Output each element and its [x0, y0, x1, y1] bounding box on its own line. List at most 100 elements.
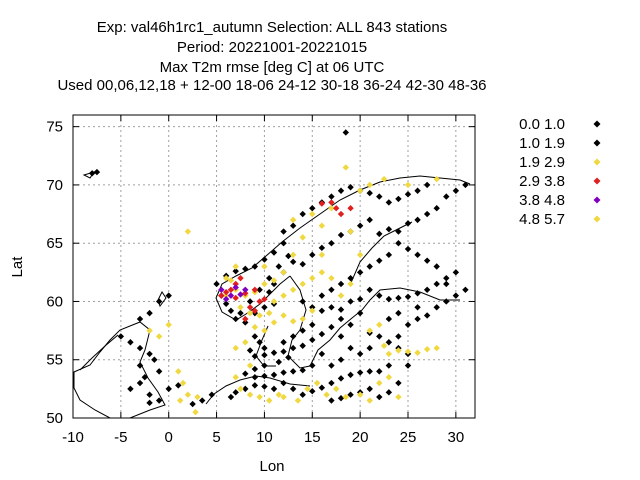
- legend-marker: [593, 120, 601, 128]
- station-point: [347, 391, 354, 398]
- station-point: [366, 286, 373, 294]
- station-point: [347, 228, 354, 235]
- station-point: [299, 210, 306, 218]
- station-point: [299, 367, 306, 374]
- station-point: [395, 333, 402, 340]
- station-point: [385, 339, 393, 346]
- station-point: [328, 239, 335, 247]
- station-point: [337, 356, 345, 363]
- y-tick-label: 55: [46, 352, 63, 369]
- station-point: [251, 365, 259, 373]
- station-point: [146, 350, 153, 358]
- station-point: [342, 164, 349, 171]
- station-point: [318, 350, 326, 358]
- x-tick-label: 10: [256, 429, 273, 446]
- station-point: [356, 222, 364, 229]
- x-tick-label: 5: [212, 429, 220, 446]
- station-point: [261, 344, 268, 352]
- station-point: [380, 342, 388, 349]
- station-point: [289, 318, 297, 325]
- station-point: [366, 189, 373, 197]
- station-point: [251, 263, 259, 270]
- legend-label: 0.0 1.0: [519, 116, 565, 133]
- station-point: [356, 369, 364, 376]
- station-point: [280, 269, 287, 276]
- station-point: [189, 400, 196, 408]
- station-point: [376, 393, 383, 401]
- station-point: [251, 307, 259, 314]
- station-point: [395, 239, 402, 247]
- station-point: [222, 274, 230, 282]
- x-tick-label: 20: [352, 429, 369, 446]
- station-point: [289, 251, 297, 259]
- station-point: [443, 298, 450, 305]
- x-tick-label: -10: [62, 429, 84, 446]
- station-point: [242, 370, 249, 377]
- station-point: [232, 263, 239, 270]
- station-point: [289, 286, 297, 294]
- station-point: [242, 286, 249, 294]
- gridlines: [73, 115, 475, 418]
- station-point: [261, 304, 268, 311]
- station-point: [380, 175, 388, 183]
- x-tick-label: -5: [114, 429, 127, 446]
- station-point: [366, 181, 373, 189]
- station-point: [242, 290, 249, 297]
- station-point: [285, 354, 292, 361]
- station-point: [232, 280, 239, 288]
- station-point: [366, 216, 373, 224]
- station-point: [155, 368, 163, 375]
- station-point: [337, 210, 345, 218]
- station-point: [318, 307, 326, 314]
- station-point: [289, 344, 297, 352]
- station-point: [404, 245, 412, 253]
- station-point: [423, 210, 431, 218]
- station-point: [404, 293, 412, 300]
- station-point: [376, 321, 383, 328]
- station-point: [184, 391, 192, 398]
- station-point: [356, 350, 364, 358]
- station-point: [356, 251, 364, 259]
- station-point: [256, 286, 263, 294]
- station-point: [266, 309, 273, 317]
- station-point: [366, 327, 373, 334]
- station-point: [155, 333, 163, 340]
- station-point: [165, 385, 172, 393]
- station-point: [146, 399, 153, 407]
- station-point: [452, 292, 460, 299]
- station-point: [227, 393, 235, 401]
- station-point: [313, 379, 321, 387]
- title-line-1: Exp: val46h1rc1_autumn Selection: ALL 84…: [97, 19, 448, 36]
- station-point: [146, 309, 153, 317]
- station-point: [88, 170, 96, 177]
- station-point: [309, 205, 316, 212]
- station-point: [232, 284, 239, 291]
- station-point: [266, 274, 273, 282]
- station-point: [165, 321, 172, 328]
- station-point: [280, 379, 287, 387]
- station-point: [261, 263, 268, 270]
- x-tick-label: 15: [304, 429, 321, 446]
- station-point: [309, 307, 316, 314]
- station-point: [141, 374, 148, 381]
- station-point: [385, 251, 393, 259]
- station-point: [404, 191, 412, 198]
- station-point: [280, 369, 287, 376]
- station-point: [280, 339, 287, 346]
- station-point: [155, 397, 163, 404]
- legend-label: 1.9 2.9: [519, 154, 565, 171]
- station-point: [376, 193, 383, 200]
- station-point: [232, 344, 239, 352]
- station-point: [177, 397, 184, 404]
- station-point: [414, 216, 421, 224]
- station-point: [337, 187, 345, 194]
- station-point: [318, 292, 326, 299]
- station-point: [433, 344, 440, 352]
- station-point: [385, 315, 393, 323]
- station-point: [443, 274, 450, 282]
- station-point: [294, 397, 302, 404]
- station-point: [242, 315, 249, 323]
- station-point: [270, 298, 278, 305]
- station-point: [275, 358, 282, 366]
- station-point: [337, 280, 345, 288]
